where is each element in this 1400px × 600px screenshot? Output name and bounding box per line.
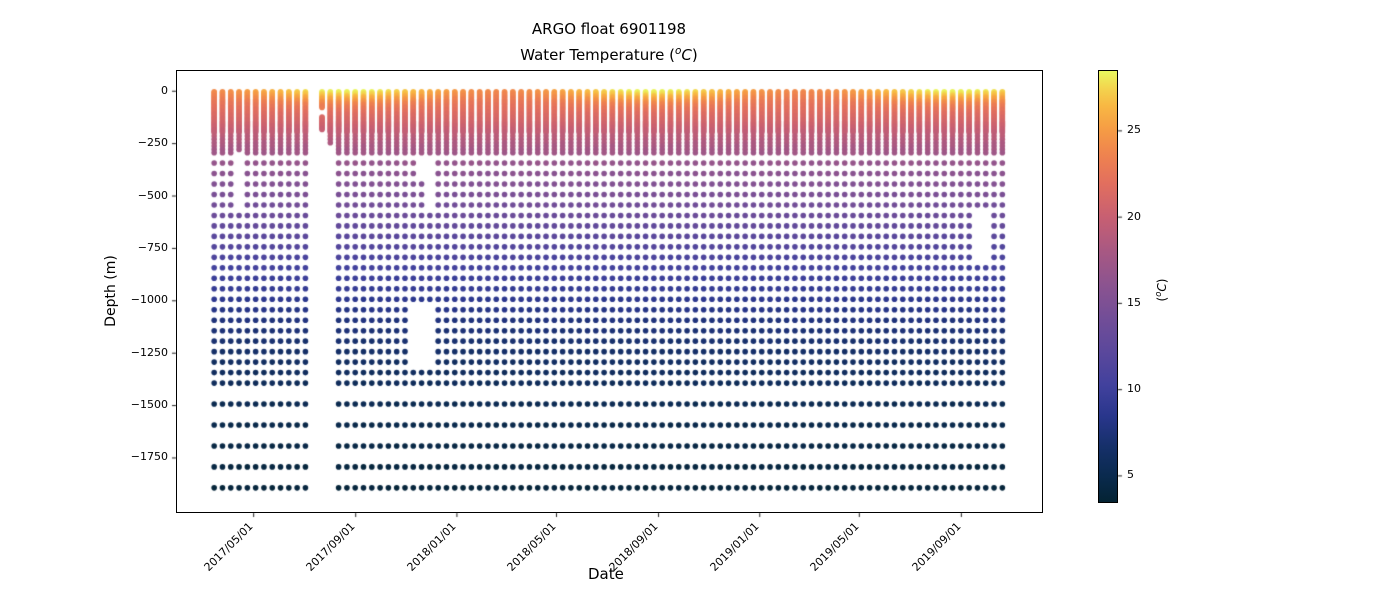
- colorbar-tick-label: 15: [1127, 295, 1141, 309]
- y-tick-label: 0: [161, 83, 168, 97]
- colorbar-tick-label: 5: [1127, 468, 1134, 482]
- colorbar-label-close: ): [1155, 278, 1169, 284]
- chart-subtitle: Water Temperature (oC): [309, 40, 909, 66]
- chart-subtitle-degree: o: [674, 45, 682, 57]
- y-tick-label: −750: [137, 240, 168, 254]
- chart-subtitle-text: Water Temperature (: [520, 46, 675, 64]
- chart-subtitle-unit: C: [681, 46, 692, 64]
- y-tick-label: −500: [137, 188, 168, 202]
- colorbar-label-open: (: [1155, 296, 1169, 302]
- chart-title: ARGO float 6901198: [531, 20, 687, 38]
- y-tick-label: −1500: [130, 398, 168, 412]
- colorbar-tick-label: 20: [1127, 209, 1141, 223]
- y-tick-label: −250: [137, 136, 168, 150]
- plot-area: [176, 70, 1043, 513]
- x-axis-label: Date: [588, 565, 624, 583]
- colorbar-label-unit: C: [1155, 283, 1169, 292]
- colorbar-label: (oC): [1150, 190, 1169, 390]
- title-block: ARGO float 6901198 Water Temperature (oC…: [309, 18, 909, 66]
- chart-subtitle-close: ): [691, 46, 698, 64]
- y-tick-label: −1750: [130, 450, 168, 464]
- colorbar-label-degree: o: [1153, 291, 1163, 297]
- colorbar-tick-label: 25: [1127, 123, 1141, 137]
- colorbar-gradient: [1098, 70, 1118, 503]
- y-axis-label: Depth (m): [103, 255, 119, 327]
- y-tick-label: −1250: [130, 345, 168, 359]
- y-tick-label: −1000: [130, 293, 168, 307]
- colorbar-tick-label: 10: [1127, 382, 1141, 396]
